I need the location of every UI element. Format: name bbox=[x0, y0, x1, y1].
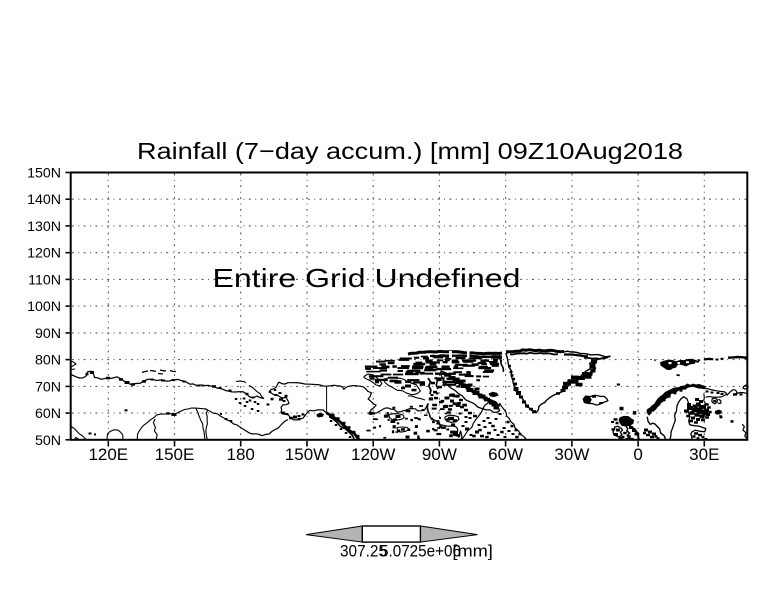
svg-text:5.0725e+06: 5.0725e+06 bbox=[380, 543, 461, 561]
svg-text:120N: 120N bbox=[27, 246, 61, 262]
svg-text:180: 180 bbox=[227, 445, 255, 464]
svg-text:100N: 100N bbox=[27, 299, 61, 315]
svg-text:120W: 120W bbox=[351, 445, 395, 464]
svg-text:90W: 90W bbox=[422, 445, 457, 464]
svg-text:150N: 150N bbox=[27, 166, 61, 182]
svg-text:30E: 30E bbox=[689, 445, 719, 464]
svg-text:0: 0 bbox=[633, 445, 642, 464]
svg-text:90N: 90N bbox=[35, 326, 61, 342]
svg-text:110N: 110N bbox=[28, 272, 61, 288]
svg-text:60N: 60N bbox=[35, 406, 61, 422]
svg-text:50N: 50N bbox=[35, 433, 61, 449]
svg-text:120E: 120E bbox=[88, 445, 128, 464]
svg-text:Rainfall (7−day accum.) [mm] 0: Rainfall (7−day accum.) [mm] 09Z10Aug201… bbox=[137, 138, 683, 164]
svg-text:Entire Grid Undefined: Entire Grid Undefined bbox=[213, 263, 521, 293]
svg-text:[mm]: [mm] bbox=[452, 543, 493, 561]
svg-text:80N: 80N bbox=[35, 353, 61, 369]
svg-text:30W: 30W bbox=[554, 445, 589, 464]
svg-text:150E: 150E bbox=[155, 445, 195, 464]
svg-text:307.25: 307.25 bbox=[340, 543, 387, 561]
svg-text:60W: 60W bbox=[488, 445, 523, 464]
svg-text:70N: 70N bbox=[35, 379, 61, 395]
svg-text:140N: 140N bbox=[27, 192, 61, 208]
svg-text:130N: 130N bbox=[27, 219, 61, 235]
svg-text:150W: 150W bbox=[285, 445, 329, 464]
